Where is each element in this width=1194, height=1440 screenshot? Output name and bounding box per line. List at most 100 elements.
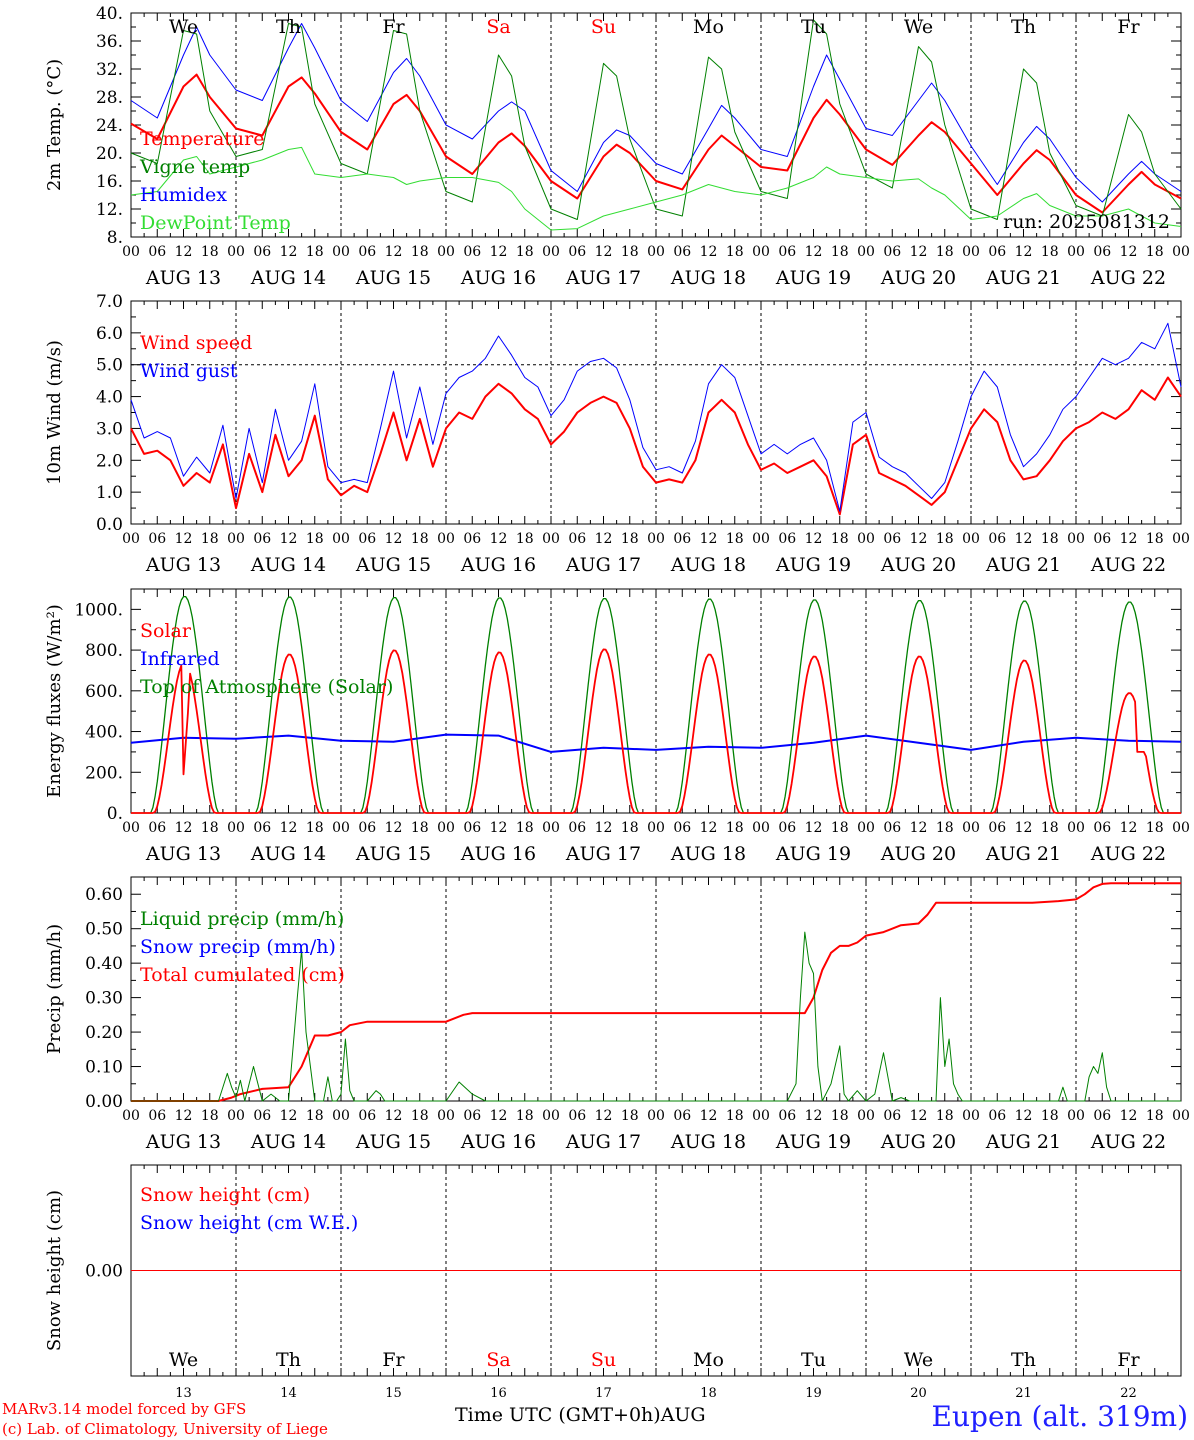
panel-snow: 0.00 Snow height (cm) Snow height (cm) Snow… bbox=[44, 1164, 1182, 1401]
hour-label: 00 bbox=[752, 244, 770, 260]
day-name: We bbox=[904, 1349, 933, 1371]
y-tick-label: 600. bbox=[85, 682, 123, 702]
date-label: AUG 18 bbox=[670, 843, 746, 865]
day-name: Mo bbox=[693, 1349, 724, 1371]
hour-label: 06 bbox=[253, 820, 271, 836]
hour-label: 00 bbox=[437, 820, 455, 836]
date-label: AUG 18 bbox=[670, 1131, 746, 1153]
y-tick-label: 1000. bbox=[74, 600, 123, 620]
date-label: AUG 20 bbox=[880, 554, 956, 576]
hour-label: 00 bbox=[857, 531, 875, 547]
day-name: Tu bbox=[801, 1349, 826, 1371]
hour-label: 00 bbox=[122, 820, 140, 836]
hour-label: 12 bbox=[910, 244, 928, 260]
hour-label: 18 bbox=[621, 1108, 639, 1124]
hour-label: 12 bbox=[595, 1108, 613, 1124]
hour-label: 00 bbox=[962, 1108, 980, 1124]
y-tick-label: 6.0 bbox=[96, 324, 123, 344]
hour-label: 18 bbox=[831, 244, 849, 260]
y-tick-label: 0. bbox=[107, 804, 123, 824]
model-credit: MARv3.14 model forced by GFS bbox=[2, 1400, 247, 1418]
hour-label: 06 bbox=[778, 1108, 796, 1124]
date-label: AUG 13 bbox=[145, 843, 221, 865]
day-name: Fr bbox=[382, 1349, 405, 1371]
hour-label: 06 bbox=[148, 531, 166, 547]
date-label: AUG 20 bbox=[880, 1131, 956, 1153]
date-label: AUG 15 bbox=[355, 843, 431, 865]
legend-entry: DewPoint Temp bbox=[140, 212, 291, 234]
series-temperature bbox=[130, 73, 1182, 214]
date-label: AUG 21 bbox=[985, 554, 1061, 576]
hour-label: 12 bbox=[385, 820, 403, 836]
date-label: AUG 21 bbox=[985, 843, 1061, 865]
panel-energy: 0. 200. 400. 600. 800. 1000. Energy fluxes (W/… bbox=[44, 588, 1190, 865]
day-number: 16 bbox=[490, 1386, 507, 1401]
hour-label: 06 bbox=[358, 820, 376, 836]
hour-label: 12 bbox=[595, 244, 613, 260]
y-tick-label: 2.0 bbox=[96, 451, 123, 471]
hour-label: 12 bbox=[175, 531, 193, 547]
hour-label: 06 bbox=[673, 1108, 691, 1124]
series-humidex bbox=[130, 23, 1182, 203]
hour-label: 00 bbox=[542, 244, 560, 260]
hour-label: 00 bbox=[542, 1108, 560, 1124]
series-wind-gust bbox=[130, 322, 1182, 512]
hour-label: 12 bbox=[280, 244, 298, 260]
hour-label: 00 bbox=[437, 531, 455, 547]
hour-label: 12 bbox=[1120, 820, 1138, 836]
y-tick-label: 3.0 bbox=[96, 419, 123, 439]
date-label: AUG 17 bbox=[565, 267, 641, 289]
y-tick-label: 200. bbox=[85, 763, 123, 783]
hour-label: 18 bbox=[411, 244, 429, 260]
hour-label: 06 bbox=[778, 244, 796, 260]
hour-label: 00 bbox=[332, 244, 350, 260]
hour-label: 06 bbox=[988, 244, 1006, 260]
hour-label: 12 bbox=[1015, 531, 1033, 547]
legend-entry: Snow precip (mm/h) bbox=[140, 936, 336, 958]
hour-label: 18 bbox=[516, 1108, 534, 1124]
hour-label: 00 bbox=[437, 244, 455, 260]
hour-label: 18 bbox=[936, 531, 954, 547]
day-number: 20 bbox=[910, 1386, 927, 1401]
hour-label: 12 bbox=[805, 244, 823, 260]
series-wind-speed bbox=[130, 376, 1182, 516]
hour-label: 12 bbox=[490, 820, 508, 836]
hour-label: 00 bbox=[1067, 820, 1085, 836]
y-tick-label: 0.20 bbox=[85, 1023, 123, 1043]
hour-label: 18 bbox=[621, 531, 639, 547]
date-label: AUG 19 bbox=[775, 843, 851, 865]
hour-label: 18 bbox=[516, 244, 534, 260]
legend-entry: Solar bbox=[140, 620, 192, 642]
hour-label: 06 bbox=[1093, 1108, 1111, 1124]
day-name: We bbox=[904, 16, 933, 38]
hour-label: 18 bbox=[1041, 820, 1059, 836]
hour-label: 00 bbox=[1067, 244, 1085, 260]
series-dewpoint-temp bbox=[130, 146, 1182, 231]
date-label: AUG 19 bbox=[775, 554, 851, 576]
hour-label: 18 bbox=[831, 1108, 849, 1124]
hour-label: 06 bbox=[673, 820, 691, 836]
series-liquid-precip-mm-h- bbox=[131, 931, 1181, 1102]
hour-label: 00 bbox=[437, 1108, 455, 1124]
panel-temp: 8. 12. 16. 20. 24. 28. 32. 36. 40. 2m Temp. (°C) 0… bbox=[44, 4, 1190, 289]
date-label: AUG 20 bbox=[880, 267, 956, 289]
hour-label: 06 bbox=[253, 244, 271, 260]
date-label: AUG 15 bbox=[355, 1131, 431, 1153]
hour-label: 18 bbox=[621, 820, 639, 836]
hour-label: 12 bbox=[280, 531, 298, 547]
hour-label: 00 bbox=[1172, 244, 1190, 260]
hour-label: 12 bbox=[805, 820, 823, 836]
hour-label: 00 bbox=[962, 531, 980, 547]
date-label: AUG 17 bbox=[565, 1131, 641, 1153]
y-tick-label: 4.0 bbox=[96, 388, 123, 408]
day-number: 14 bbox=[280, 1386, 297, 1401]
y-tick-label: 16. bbox=[96, 172, 123, 192]
hour-label: 06 bbox=[988, 820, 1006, 836]
y-tick-label: 0.00 bbox=[85, 1092, 123, 1112]
hour-label: 12 bbox=[910, 820, 928, 836]
date-label: AUG 17 bbox=[565, 843, 641, 865]
date-label: AUG 14 bbox=[250, 843, 326, 865]
hour-label: 00 bbox=[332, 531, 350, 547]
date-label: AUG 21 bbox=[985, 267, 1061, 289]
hour-label: 06 bbox=[568, 244, 586, 260]
